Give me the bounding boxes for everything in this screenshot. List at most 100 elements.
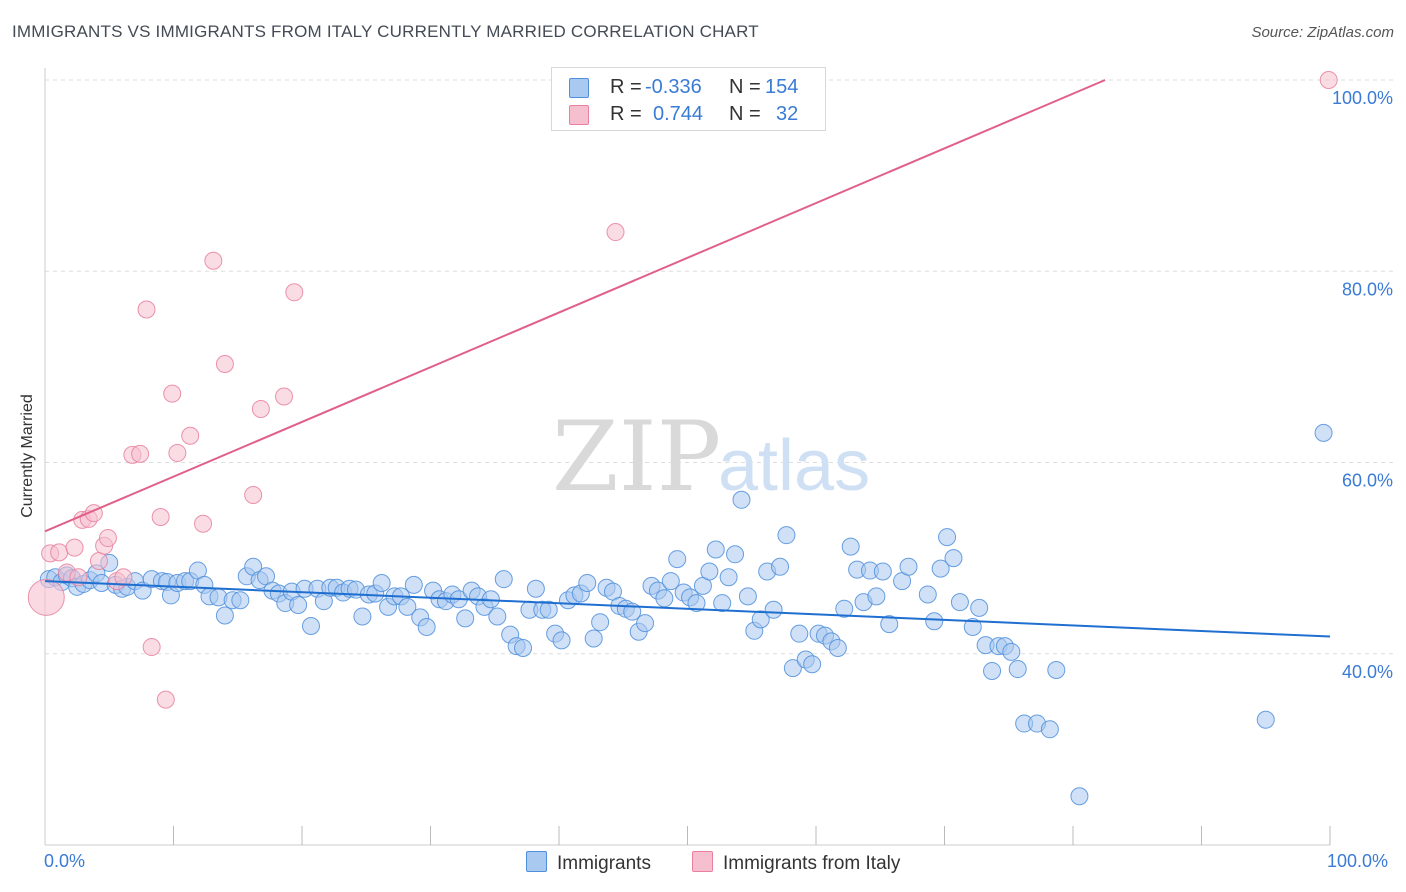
data-point-italy bbox=[151, 508, 170, 527]
data-point-immigrants bbox=[835, 599, 854, 618]
data-point-italy bbox=[215, 355, 234, 374]
trend-lines bbox=[44, 79, 1331, 638]
data-point-immigrants bbox=[488, 607, 507, 626]
stats-n-value: 154 bbox=[765, 76, 799, 98]
data-point-immigrants bbox=[661, 572, 680, 591]
stats-n-label: N = bbox=[729, 76, 761, 98]
data-point-italy bbox=[606, 223, 625, 242]
data-point-italy bbox=[275, 387, 294, 406]
data-point-immigrants bbox=[687, 594, 706, 613]
legend-item-immigrants[interactable]: Immigrants bbox=[526, 851, 651, 875]
data-point-immigrants bbox=[783, 659, 802, 678]
data-point-immigrants bbox=[372, 573, 391, 592]
data-point-immigrants bbox=[719, 568, 738, 587]
data-point-immigrants bbox=[944, 549, 963, 568]
data-point-immigrants bbox=[713, 594, 732, 613]
y-tick-labels: 40.0% 60.0% 80.0% 100.0% bbox=[1332, 88, 1393, 682]
data-point-immigrants bbox=[873, 562, 892, 581]
data-point-immigrants bbox=[706, 540, 725, 559]
data-point-italy bbox=[50, 543, 69, 562]
data-point-immigrants bbox=[931, 559, 950, 578]
chart-title: IMMIGRANTS VS IMMIGRANTS FROM ITALY CURR… bbox=[12, 22, 759, 41]
data-point-italy bbox=[244, 486, 263, 505]
data-point-immigrants bbox=[494, 570, 513, 589]
data-point-immigrants bbox=[514, 639, 533, 658]
data-point-immigrants bbox=[732, 490, 751, 509]
data-point-immigrants bbox=[963, 617, 982, 636]
data-point-immigrants bbox=[1002, 642, 1021, 661]
data-point-italy bbox=[27, 578, 65, 616]
data-point-immigrants bbox=[790, 624, 809, 643]
data-point-immigrants bbox=[289, 595, 308, 614]
data-point-immigrants bbox=[983, 661, 1002, 680]
y-tick-label: 80.0% bbox=[1342, 279, 1393, 299]
data-point-immigrants bbox=[738, 587, 757, 606]
data-point-immigrants bbox=[404, 575, 423, 594]
data-point-immigrants bbox=[803, 655, 822, 674]
data-point-italy bbox=[168, 443, 187, 462]
data-point-immigrants bbox=[539, 600, 558, 619]
trend-line-immigrants bbox=[44, 580, 1331, 638]
stats-swatch-immigrants bbox=[569, 78, 589, 98]
data-point-immigrants bbox=[880, 615, 899, 634]
data-point-immigrants bbox=[950, 593, 969, 612]
source-label: Source: ZipAtlas.com bbox=[1251, 24, 1394, 41]
stats-n-value: 32 bbox=[776, 103, 799, 125]
series-immigrants-points bbox=[39, 423, 1333, 806]
data-point-italy bbox=[194, 514, 213, 533]
data-point-immigrants bbox=[1040, 720, 1059, 739]
stats-swatch-italy bbox=[569, 105, 589, 125]
stats-n-label: N = bbox=[729, 103, 761, 125]
data-point-immigrants bbox=[970, 598, 989, 617]
data-point-immigrants bbox=[918, 585, 937, 604]
data-point-immigrants bbox=[655, 589, 674, 608]
trend-line-italy bbox=[44, 79, 1106, 533]
data-point-immigrants bbox=[591, 613, 610, 632]
data-point-immigrants bbox=[231, 591, 250, 610]
legend-label-italy: Immigrants from Italy bbox=[723, 853, 901, 874]
data-point-italy bbox=[114, 568, 133, 587]
data-point-immigrants bbox=[1070, 787, 1089, 806]
axes bbox=[44, 68, 1331, 846]
stats-r-value: 0.744 bbox=[653, 103, 704, 125]
data-point-immigrants bbox=[726, 545, 745, 564]
legend-swatch-immigrants bbox=[526, 851, 547, 872]
stats-r-label: R = bbox=[610, 76, 642, 98]
data-point-immigrants bbox=[1314, 423, 1333, 442]
data-point-immigrants bbox=[215, 606, 234, 625]
x-tick-label-min: 0.0% bbox=[44, 851, 86, 871]
data-point-immigrants bbox=[526, 579, 545, 598]
data-point-immigrants bbox=[828, 639, 847, 658]
data-point-italy bbox=[65, 538, 84, 557]
data-point-immigrants bbox=[584, 629, 603, 648]
data-point-immigrants bbox=[925, 612, 944, 631]
data-point-italy bbox=[98, 529, 117, 548]
data-point-immigrants bbox=[771, 557, 790, 576]
legend-item-italy[interactable]: Immigrants from Italy bbox=[692, 851, 900, 875]
data-point-immigrants bbox=[353, 607, 372, 626]
data-point-immigrants bbox=[700, 562, 719, 581]
watermark-zip: ZIP bbox=[552, 401, 721, 513]
data-point-immigrants bbox=[751, 610, 770, 629]
data-point-italy bbox=[137, 300, 156, 319]
data-point-immigrants bbox=[668, 550, 687, 569]
data-point-immigrants bbox=[636, 614, 655, 633]
y-tick-label: 100.0% bbox=[1332, 88, 1393, 108]
stats-r-value: -0.336 bbox=[645, 76, 702, 98]
data-point-italy bbox=[163, 384, 182, 403]
data-point-immigrants bbox=[398, 597, 417, 616]
grid-lines bbox=[45, 79, 1393, 655]
data-point-italy bbox=[251, 399, 270, 418]
data-point-immigrants bbox=[899, 557, 918, 576]
data-point-immigrants bbox=[417, 617, 436, 636]
data-point-immigrants bbox=[1008, 660, 1027, 679]
data-point-immigrants bbox=[1256, 710, 1275, 729]
data-point-italy bbox=[285, 283, 304, 302]
stats-r-label: R = bbox=[610, 103, 642, 125]
x-tick-label-max: 100.0% bbox=[1327, 851, 1389, 871]
data-point-immigrants bbox=[552, 631, 571, 650]
y-tick-label: 40.0% bbox=[1342, 662, 1393, 682]
data-point-immigrants bbox=[777, 526, 796, 545]
data-point-immigrants bbox=[867, 587, 886, 606]
